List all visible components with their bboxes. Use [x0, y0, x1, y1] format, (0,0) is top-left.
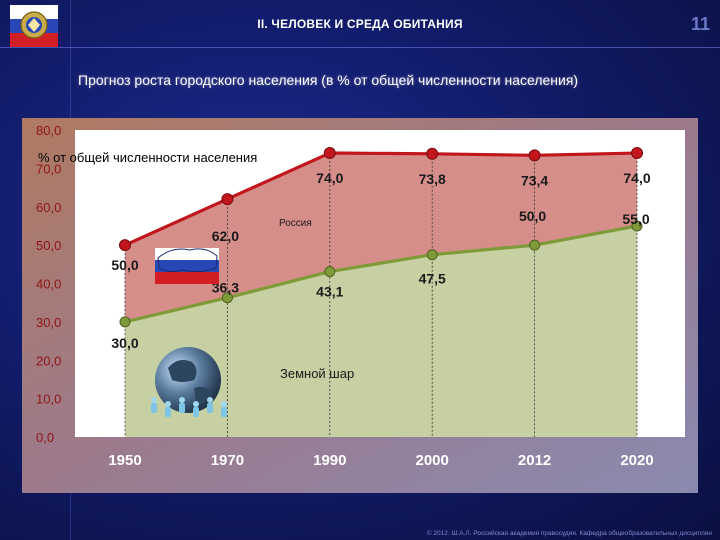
- x-tick-label: 1970: [211, 452, 244, 469]
- x-tick-label: 2012: [518, 452, 551, 469]
- world-value-label: 43,1: [316, 284, 343, 300]
- y-tick-label: 0,0: [36, 430, 54, 445]
- y-tick-label: 60,0: [36, 200, 61, 215]
- russia-value-label: 73,8: [419, 171, 446, 187]
- world-line: [124, 224, 638, 324]
- y-tick-label: 30,0: [36, 315, 61, 330]
- y-tick-label: 10,0: [36, 392, 61, 407]
- y-tick-label: 20,0: [36, 353, 61, 368]
- y-tick-label: 40,0: [36, 277, 61, 292]
- world-series-label: Земной шар: [280, 366, 354, 381]
- section-title: II. ЧЕЛОВЕК И СРЕДА ОБИТАНИЯ: [257, 17, 463, 31]
- y-tick-label: 80,0: [36, 123, 61, 138]
- world-value-label: 50,0: [519, 208, 546, 224]
- academy-emblem-icon: [10, 5, 58, 47]
- world-value-label: 55,0: [622, 211, 649, 227]
- russia-point: [426, 147, 439, 160]
- world-point: [631, 220, 643, 232]
- x-tick-label: 1990: [313, 452, 346, 469]
- russia-value-label: 73,4: [521, 172, 548, 188]
- world-area: [125, 225, 637, 437]
- russia-value-label: 50,0: [111, 257, 138, 273]
- page-number: 11: [690, 14, 710, 34]
- footer-copyright: © 2012. Ш.А.Л. Российская академия право…: [426, 530, 712, 537]
- world-value-label: 47,5: [419, 271, 446, 287]
- x-tick-label: 2020: [620, 452, 653, 469]
- world-value-label: 30,0: [111, 335, 138, 351]
- russia-point: [323, 147, 336, 160]
- russia-value-label: 74,0: [316, 170, 343, 186]
- russia-point: [119, 239, 131, 252]
- world-point: [119, 316, 131, 328]
- world-point: [426, 249, 438, 261]
- russia-point: [528, 149, 541, 162]
- russia-point: [221, 193, 234, 206]
- x-tick-label: 2000: [416, 452, 449, 469]
- russia-series-label: Россия: [279, 218, 312, 229]
- russia-point: [631, 147, 643, 160]
- x-tick-label: 1950: [108, 452, 141, 469]
- russia-area: [125, 153, 637, 322]
- y-axis-title: % от общей численности населения: [38, 150, 257, 165]
- russia-value-label: 62,0: [212, 228, 239, 244]
- russia-value-label: 74,0: [623, 170, 650, 186]
- y-tick-label: 70,0: [36, 161, 61, 176]
- urban-population-chart: 0,0 10,0 20,0 30,0 40,0 50,0 60,0 70,0 80,0 1950…: [22, 118, 698, 493]
- world-point: [221, 292, 233, 304]
- y-tick-label: 50,0: [36, 238, 61, 253]
- header-divider: [0, 47, 720, 48]
- russia-line: [124, 151, 638, 247]
- world-point: [324, 266, 336, 278]
- globe-people-icon: [151, 347, 227, 417]
- world-point: [529, 239, 541, 251]
- russia-map-flag-icon: [155, 248, 219, 284]
- slide-title: Прогноз роста городского населения (в % …: [78, 72, 579, 88]
